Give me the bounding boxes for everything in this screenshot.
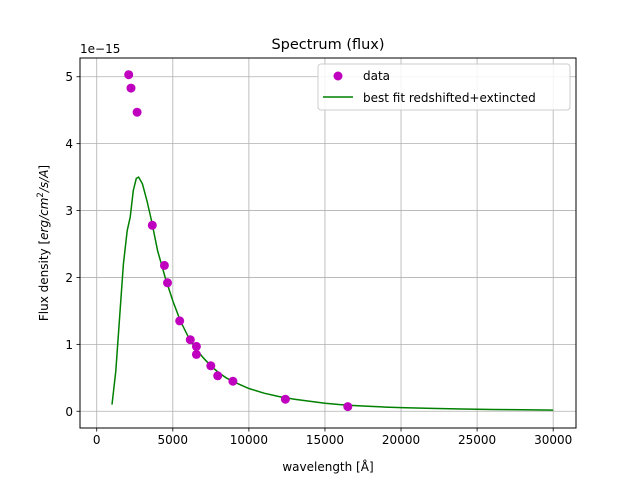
data-point <box>159 260 169 270</box>
x-tick-label: 0 <box>93 433 101 447</box>
data-point <box>175 316 185 326</box>
legend-marker-data <box>333 71 343 81</box>
x-tick-label: 20000 <box>382 433 420 447</box>
data-point <box>191 341 201 351</box>
legend-box <box>317 63 571 111</box>
data-point <box>126 83 136 93</box>
data-point <box>280 394 290 404</box>
x-tick-label: 10000 <box>230 433 268 447</box>
y-axis-label-exponent: 2 <box>36 192 46 197</box>
x-tick-label: 25000 <box>458 433 496 447</box>
chart-title: Spectrum (flux) <box>271 37 384 53</box>
y-axis-label-prefix: Flux density [ <box>37 240 51 321</box>
y-tick-label: 3 <box>65 204 73 218</box>
data-point <box>213 371 223 381</box>
y-axis-label-suffix: /s/A <box>37 170 51 194</box>
data-point <box>147 220 157 230</box>
x-tick-label: 30000 <box>534 433 572 447</box>
x-tick-label: 15000 <box>306 433 344 447</box>
y-axis-label: Flux density [erg/cm2/s/A] <box>36 165 51 321</box>
grid <box>80 58 576 428</box>
data-point <box>343 402 353 412</box>
data-point <box>124 70 134 80</box>
data-point <box>228 376 238 386</box>
x-axis: 0 5000 10000 15000 20000 25000 30000 <box>93 428 572 447</box>
data-point <box>132 107 142 117</box>
offset-label: 1e−15 <box>80 42 120 56</box>
legend-label-data: data <box>363 69 390 83</box>
y-axis-label-close: ] <box>37 165 51 170</box>
y-tick-label: 0 <box>65 405 73 419</box>
x-tick-label: 5000 <box>158 433 189 447</box>
data-point <box>185 335 195 345</box>
y-axis-label-unit: erg/cm <box>37 198 51 240</box>
y-tick-label: 5 <box>65 70 73 84</box>
plot-series <box>111 70 554 412</box>
y-tick-label: 1 <box>65 338 73 352</box>
legend: data best fit redshifted+extincted <box>317 63 571 111</box>
x-axis-label: wavelength [Å] <box>282 459 373 474</box>
y-tick-label: 2 <box>65 271 73 285</box>
y-axis: 0 1 2 3 4 5 <box>65 70 80 419</box>
data-point <box>163 278 172 288</box>
data-point <box>206 361 216 371</box>
y-tick-label: 4 <box>65 137 73 151</box>
data-point <box>191 349 201 359</box>
plot-frame <box>79 57 577 429</box>
legend-label-fit: best fit redshifted+extincted <box>363 91 536 105</box>
